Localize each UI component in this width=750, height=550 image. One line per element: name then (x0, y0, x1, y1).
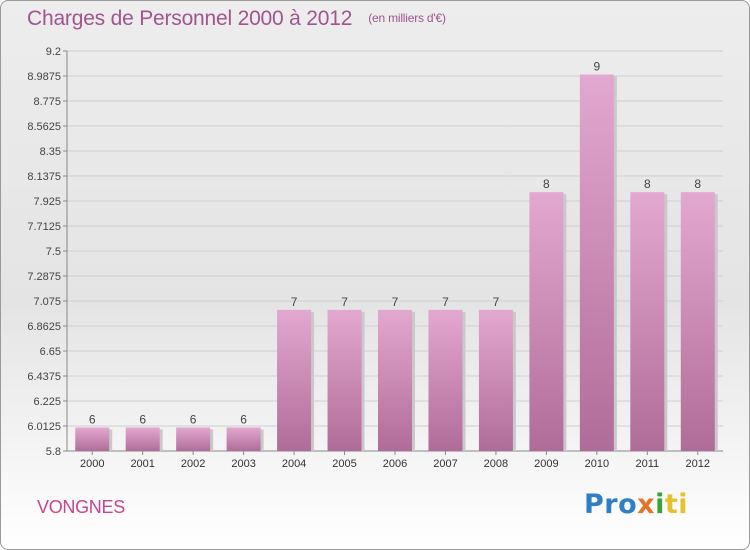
y-tick-label: 8.1375 (27, 171, 61, 183)
bar (478, 309, 513, 451)
bar (125, 427, 160, 451)
data-label: 6 (190, 412, 197, 426)
bars (75, 74, 718, 452)
data-label: 8 (543, 177, 550, 191)
bar (529, 192, 564, 452)
x-tick-label: 2007 (433, 458, 457, 470)
y-tick-label: 9.2 (46, 46, 61, 58)
labels: 5.8 6.0125 6.225 6.4375 6.65 6.8625 7.075 7.287… (27, 46, 710, 470)
y-tick-label: 7.075 (33, 296, 61, 308)
y-tick-label: 8.9875 (27, 71, 61, 83)
y-tick-label: 6.8625 (27, 321, 61, 333)
x-tick-label: 2012 (686, 458, 710, 470)
bar (630, 192, 665, 452)
logo-part-4: ti (664, 489, 689, 520)
bar (327, 309, 362, 451)
y-tick-label: 7.5 (46, 246, 61, 258)
chart-title: Charges de Personnel 2000 à 2012 (en mill… (27, 7, 446, 31)
y-tick-label: 6.225 (33, 396, 61, 408)
data-label: 6 (139, 412, 146, 426)
logo-part-3: i (655, 489, 665, 520)
x-tick-label: 2003 (231, 458, 255, 470)
chart-subtitle: (en milliers d'€) (368, 11, 446, 25)
y-tick-label: 7.925 (33, 196, 61, 208)
bar (428, 309, 463, 451)
data-label: 7 (392, 295, 399, 309)
bar (680, 192, 715, 452)
y-tick-label: 8.775 (33, 96, 61, 108)
bar (579, 74, 614, 451)
y-tick-label: 6.4375 (27, 371, 61, 383)
data-label: 6 (240, 412, 247, 426)
data-label: 8 (694, 177, 701, 191)
data-label: 8 (644, 177, 651, 191)
x-tick-label: 2011 (635, 458, 659, 470)
x-tick-label: 2008 (484, 458, 508, 470)
bar (226, 427, 261, 451)
proxiti-logo: Proxiti (584, 489, 688, 520)
x-tick-label: 2002 (181, 458, 205, 470)
x-tick-label: 2006 (383, 458, 407, 470)
bar (75, 427, 110, 451)
x-tick-label: 2000 (80, 458, 104, 470)
y-tick-label: 8.35 (40, 146, 61, 158)
data-label: 6 (89, 412, 96, 426)
x-tick-label: 2001 (130, 458, 154, 470)
x-tick-label: 2010 (585, 458, 609, 470)
data-label: 7 (442, 295, 449, 309)
y-tick-label: 8.5625 (27, 121, 61, 133)
x-tick-label: 2009 (534, 458, 558, 470)
y-tick-label: 5.8 (46, 446, 61, 458)
data-label: 7 (341, 295, 348, 309)
y-tick-label: 6.65 (40, 346, 61, 358)
data-label: 7 (291, 295, 298, 309)
commune-name: VONGNES (37, 497, 125, 517)
y-tick-label: 6.0125 (27, 421, 61, 433)
bar (176, 427, 211, 451)
logo-part-1: Pro (584, 489, 638, 520)
title-text: Charges de Personnel 2000 à 2012 (27, 7, 353, 30)
y-tick-label: 7.2875 (27, 271, 61, 283)
data-label: 9 (594, 60, 601, 74)
y-tick-label: 7.7125 (27, 221, 61, 233)
data-label: 7 (493, 295, 500, 309)
x-tick-label: 2004 (282, 458, 306, 470)
bar (378, 309, 412, 451)
logo-part-2: x (637, 489, 656, 520)
x-tick-label: 2005 (332, 458, 356, 470)
bar (277, 309, 312, 451)
